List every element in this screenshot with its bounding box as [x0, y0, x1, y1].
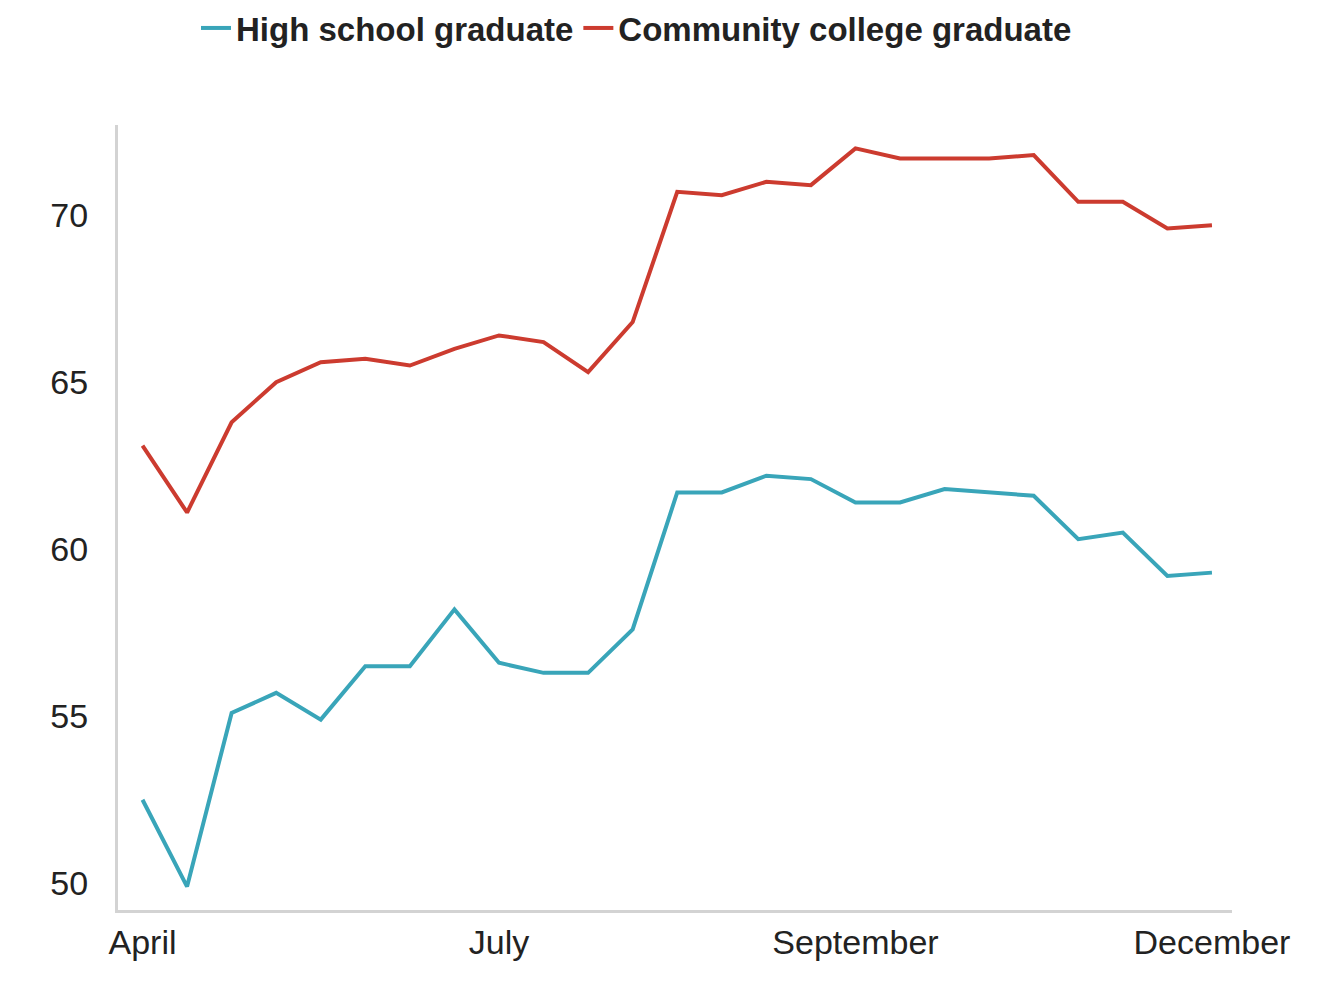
svg-text:April: April: [108, 923, 176, 961]
svg-text:70: 70: [50, 196, 88, 234]
svg-text:September: September: [772, 923, 938, 961]
svg-text:65: 65: [50, 363, 88, 401]
svg-text:60: 60: [50, 530, 88, 568]
svg-text:55: 55: [50, 697, 88, 735]
svg-text:December: December: [1134, 923, 1291, 961]
svg-text:Community college graduate: Community college graduate: [618, 11, 1071, 48]
svg-text:High school graduate: High school graduate: [236, 11, 573, 48]
svg-text:July: July: [469, 923, 529, 961]
svg-text:50: 50: [50, 864, 88, 902]
